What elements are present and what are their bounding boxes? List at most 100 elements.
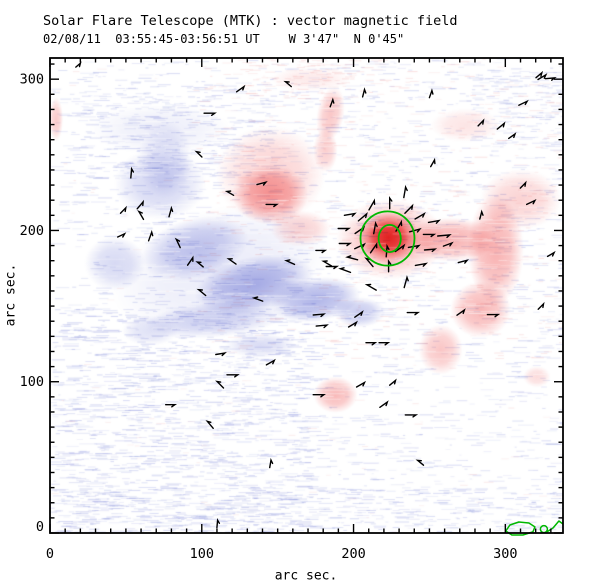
field-vector (354, 310, 364, 318)
field-vector (373, 221, 378, 235)
field-vector (168, 205, 174, 218)
field-vector (404, 414, 419, 418)
chart-title: Solar Flare Telescope (MTK) : vector mag… (43, 13, 458, 29)
field-vector (269, 457, 274, 469)
field-vector (407, 244, 421, 249)
field-vector (387, 259, 392, 273)
field-vector (354, 242, 366, 250)
field-vector (215, 380, 225, 389)
field-vector (312, 313, 326, 318)
field-vector (404, 203, 414, 214)
x-tick-label: 0 (46, 546, 54, 562)
field-vector (205, 420, 214, 429)
field-vector (354, 225, 366, 235)
field-vector (364, 257, 374, 268)
flux-contours (359, 210, 564, 536)
field-vector (321, 260, 333, 267)
field-vector (394, 243, 406, 253)
field-vector (215, 351, 227, 357)
field-vector (430, 157, 436, 168)
field-vector (389, 378, 397, 386)
field-vector (544, 77, 557, 81)
field-vector (428, 88, 434, 99)
field-vector (265, 358, 276, 366)
field-vector (403, 184, 408, 199)
green-scribble-loop (505, 521, 536, 536)
y-tick-label: 200 (20, 223, 44, 239)
field-vector (165, 404, 178, 408)
chart-subtitle: 02/08/11 03:55:45-03:56:51 UT W 3'47" N … (43, 32, 405, 46)
field-vector (117, 232, 127, 238)
y-tick-label: 0 (36, 519, 44, 535)
x-tick-label: 200 (341, 546, 365, 562)
field-vector (136, 199, 144, 210)
field-vector (526, 198, 537, 206)
field-vector (345, 255, 359, 261)
field-vector (486, 313, 501, 318)
field-vector (186, 255, 194, 266)
field-vector (119, 205, 127, 214)
axis-box (49, 57, 564, 534)
field-vector (518, 99, 529, 106)
field-vector (130, 166, 135, 179)
field-vector (312, 394, 326, 398)
field-vector (224, 190, 235, 196)
field-vector (235, 84, 246, 93)
field-vector (456, 308, 466, 316)
field-vector (422, 233, 437, 238)
contour-ellipse (359, 210, 416, 267)
field-vector (403, 275, 409, 289)
magnetogram-canvas (50, 58, 563, 533)
field-vector (251, 296, 264, 302)
field-vector (357, 212, 368, 222)
field-vector (378, 342, 391, 346)
green-scribble-circle (539, 524, 549, 534)
x-tick-label: 100 (190, 546, 214, 562)
field-vector (194, 150, 203, 158)
field-vector (519, 180, 527, 189)
field-vector (414, 212, 426, 220)
field-vector (337, 227, 351, 232)
field-vector (477, 118, 485, 127)
field-vector (283, 80, 292, 88)
field-vector (364, 283, 377, 291)
field-vector (256, 180, 268, 186)
field-vector (423, 248, 438, 253)
field-vector (442, 241, 454, 247)
field-vector (365, 342, 378, 346)
field-vector (537, 73, 548, 81)
field-vector (196, 288, 207, 297)
axis-ticks (49, 58, 563, 534)
field-vector (147, 229, 154, 242)
field-vector (226, 374, 240, 378)
field-vector (406, 311, 421, 316)
field-vector (369, 241, 378, 254)
field-vector (508, 132, 517, 140)
green-scribble-tail (546, 520, 564, 533)
field-vector (75, 61, 82, 68)
field-vector (415, 459, 425, 466)
y-axis-label: arc sec. (3, 263, 19, 327)
field-vector (265, 203, 279, 208)
field-vector (368, 198, 376, 211)
field-vector (343, 212, 357, 217)
field-vector (347, 320, 358, 328)
field-vector (338, 267, 352, 274)
field-vector (284, 259, 296, 266)
field-vector (355, 380, 367, 388)
y-tick-label: 300 (20, 72, 44, 88)
field-vector (546, 250, 556, 258)
field-vector (315, 249, 328, 254)
x-axis-label: arc sec. (274, 568, 338, 584)
field-vector (385, 243, 390, 258)
field-vector (315, 324, 329, 329)
field-vector (479, 209, 484, 220)
field-vector (496, 121, 506, 130)
tick-labels: 0 100 200 300 0 100 200 300 (20, 72, 518, 562)
field-vector (325, 265, 340, 270)
field-vector (427, 219, 441, 224)
field-vector (408, 227, 422, 233)
field-vector (414, 262, 429, 267)
